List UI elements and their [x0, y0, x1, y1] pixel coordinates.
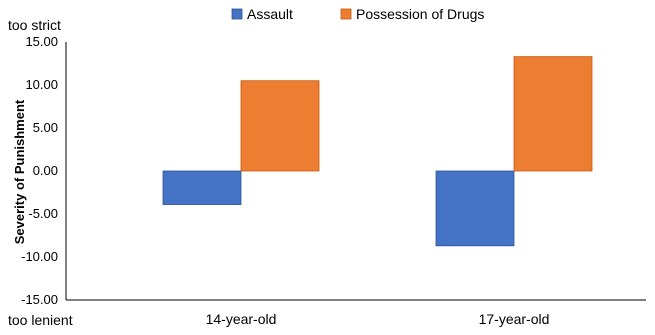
- bar-assault-17-year-old: [435, 170, 515, 247]
- legend-label-possession-of-drugs: Possession of Drugs: [356, 6, 484, 22]
- y-tick-labels: 15.00 10.00 5.00 0.00 -5.00 -10.00 -15.0…: [21, 34, 58, 307]
- bars: [162, 56, 593, 247]
- y-tick-label: 10.00: [25, 77, 58, 92]
- y-axis-title: Severity of Punishment: [12, 99, 27, 244]
- x-tick-label: 14-year-old: [206, 311, 277, 327]
- x-tick-labels: 14-year-old 17-year-old: [206, 311, 550, 327]
- bar-possession-of-drugs-14-year-old: [240, 80, 320, 172]
- bottom-annotation: too lenient: [8, 312, 73, 328]
- legend-label-assault: Assault: [247, 6, 293, 22]
- legend-swatch-assault: [231, 8, 243, 20]
- bar-assault-14-year-old: [162, 170, 242, 205]
- y-tick-label: -5.00: [28, 206, 58, 221]
- x-tick-label: 17-year-old: [479, 311, 550, 327]
- y-tick-label: 0.00: [33, 163, 58, 178]
- legend-swatch-possession-of-drugs: [340, 8, 352, 20]
- top-annotation: too strict: [8, 17, 61, 33]
- bar-possession-of-drugs-17-year-old: [513, 56, 593, 172]
- y-tick-label: -15.00: [21, 292, 58, 307]
- y-tick-label: -10.00: [21, 249, 58, 264]
- y-tick-label: 15.00: [25, 34, 58, 49]
- y-tick-label: 5.00: [33, 120, 58, 135]
- legend: Assault Possession of Drugs: [231, 6, 484, 22]
